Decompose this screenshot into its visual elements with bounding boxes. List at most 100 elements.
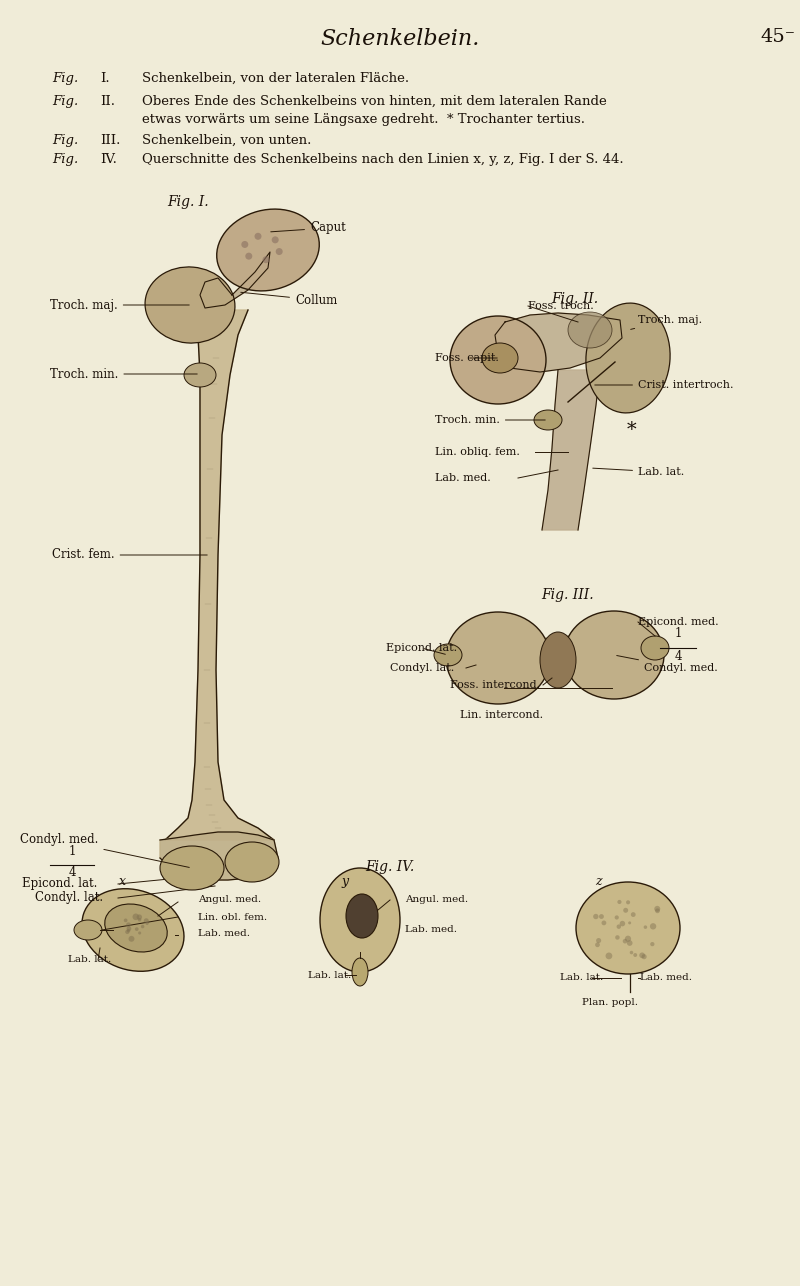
Text: Fig. III.: Fig. III. <box>542 588 594 602</box>
Circle shape <box>276 248 282 255</box>
Polygon shape <box>200 252 270 309</box>
Polygon shape <box>165 310 274 840</box>
Circle shape <box>650 923 656 930</box>
Ellipse shape <box>217 210 319 291</box>
Circle shape <box>146 922 149 925</box>
Circle shape <box>144 918 149 923</box>
Circle shape <box>642 954 646 959</box>
Text: 1: 1 <box>68 845 76 858</box>
Text: Troch. maj.: Troch. maj. <box>630 315 702 329</box>
Text: Condyl. lat.: Condyl. lat. <box>35 891 103 904</box>
Circle shape <box>596 937 601 943</box>
Text: Lab. med.: Lab. med. <box>435 473 490 484</box>
Text: z: z <box>594 874 602 889</box>
Circle shape <box>595 943 600 948</box>
Circle shape <box>138 931 141 935</box>
Circle shape <box>133 913 139 921</box>
Text: etwas vorwärts um seine Längsaxe gedreht.  * Trochanter tertius.: etwas vorwärts um seine Längsaxe gedreht… <box>142 113 585 126</box>
Ellipse shape <box>568 312 612 349</box>
Polygon shape <box>448 637 660 676</box>
Text: Fig.: Fig. <box>52 72 78 85</box>
Text: I.: I. <box>100 72 110 85</box>
Text: Condyl. med.: Condyl. med. <box>617 656 718 673</box>
Text: Angul. med.: Angul. med. <box>198 895 261 904</box>
Circle shape <box>631 912 636 917</box>
Text: Fig.: Fig. <box>52 153 78 166</box>
Text: III.: III. <box>100 134 120 147</box>
Text: *: * <box>627 421 637 439</box>
Text: Lab. med.: Lab. med. <box>198 928 250 937</box>
Circle shape <box>639 953 645 958</box>
Text: Lab. lat.: Lab. lat. <box>593 467 684 477</box>
Text: Angul. med.: Angul. med. <box>405 895 468 904</box>
Ellipse shape <box>534 410 562 430</box>
Text: Troch. min.: Troch. min. <box>435 415 546 424</box>
Text: Fig. II.: Fig. II. <box>551 292 598 306</box>
Circle shape <box>615 935 620 940</box>
Text: Condyl. med.: Condyl. med. <box>20 833 190 868</box>
Text: Lin. intercond.: Lin. intercond. <box>461 710 543 720</box>
Text: Epicond. lat.: Epicond. lat. <box>22 877 98 890</box>
Ellipse shape <box>540 631 576 688</box>
Ellipse shape <box>105 904 167 952</box>
Circle shape <box>593 914 598 919</box>
Text: Condyl. lat.: Condyl. lat. <box>390 664 454 673</box>
Text: Collum: Collum <box>241 292 338 306</box>
Text: Troch. min.: Troch. min. <box>50 368 198 381</box>
Text: 1: 1 <box>674 628 682 640</box>
Text: Lab. lat.: Lab. lat. <box>308 971 351 980</box>
Text: Plan. popl.: Plan. popl. <box>582 998 638 1007</box>
Circle shape <box>623 908 628 913</box>
Circle shape <box>141 925 144 928</box>
Circle shape <box>606 953 612 959</box>
Text: Schenkelbein, von unten.: Schenkelbein, von unten. <box>142 134 311 147</box>
Ellipse shape <box>576 882 680 974</box>
Circle shape <box>628 921 631 925</box>
Ellipse shape <box>74 919 102 940</box>
Text: Lab. med.: Lab. med. <box>640 974 692 983</box>
Circle shape <box>125 930 130 934</box>
Text: Foss. intercond.: Foss. intercond. <box>450 680 540 691</box>
Ellipse shape <box>564 611 664 700</box>
Circle shape <box>620 921 625 926</box>
Circle shape <box>272 237 278 243</box>
Text: Schenkelbein.: Schenkelbein. <box>320 28 480 50</box>
Circle shape <box>242 240 248 248</box>
Circle shape <box>626 900 630 904</box>
Text: Lin. obl. fem.: Lin. obl. fem. <box>198 913 267 922</box>
Text: Fig.: Fig. <box>52 95 78 108</box>
Ellipse shape <box>82 889 184 971</box>
Polygon shape <box>542 370 600 530</box>
Text: Crist. fem.: Crist. fem. <box>52 549 207 562</box>
Polygon shape <box>160 832 278 880</box>
Circle shape <box>124 918 127 922</box>
Text: Lab. lat.: Lab. lat. <box>560 974 603 983</box>
Text: Crist. intertroch.: Crist. intertroch. <box>594 379 734 390</box>
Circle shape <box>126 922 131 927</box>
Circle shape <box>599 914 604 919</box>
Text: Lab. med.: Lab. med. <box>405 926 457 935</box>
Circle shape <box>617 925 621 928</box>
Ellipse shape <box>482 343 518 373</box>
Circle shape <box>126 926 131 931</box>
Ellipse shape <box>145 267 235 343</box>
Circle shape <box>644 926 647 928</box>
Circle shape <box>622 939 627 944</box>
Text: Lin. obliq. fem.: Lin. obliq. fem. <box>435 448 520 457</box>
Ellipse shape <box>434 644 462 666</box>
Text: Oberes Ende des Schenkelbeins von hinten, mit dem lateralen Rande: Oberes Ende des Schenkelbeins von hinten… <box>142 95 606 108</box>
Text: Querschnitte des Schenkelbeins nach den Linien x, y, z, Fig. I der S. 44.: Querschnitte des Schenkelbeins nach den … <box>142 153 624 166</box>
Ellipse shape <box>160 846 224 890</box>
Text: Schenkelbein, von der lateralen Fläche.: Schenkelbein, von der lateralen Fläche. <box>142 72 409 85</box>
Ellipse shape <box>320 868 400 972</box>
Circle shape <box>650 941 654 946</box>
Circle shape <box>654 905 660 912</box>
Text: Foss. capit.: Foss. capit. <box>435 352 499 363</box>
Circle shape <box>627 940 633 946</box>
Circle shape <box>602 921 606 926</box>
Circle shape <box>630 950 634 954</box>
Ellipse shape <box>450 316 546 404</box>
Text: y: y <box>342 874 349 889</box>
Text: Fig. I.: Fig. I. <box>167 195 209 210</box>
Circle shape <box>135 927 138 931</box>
